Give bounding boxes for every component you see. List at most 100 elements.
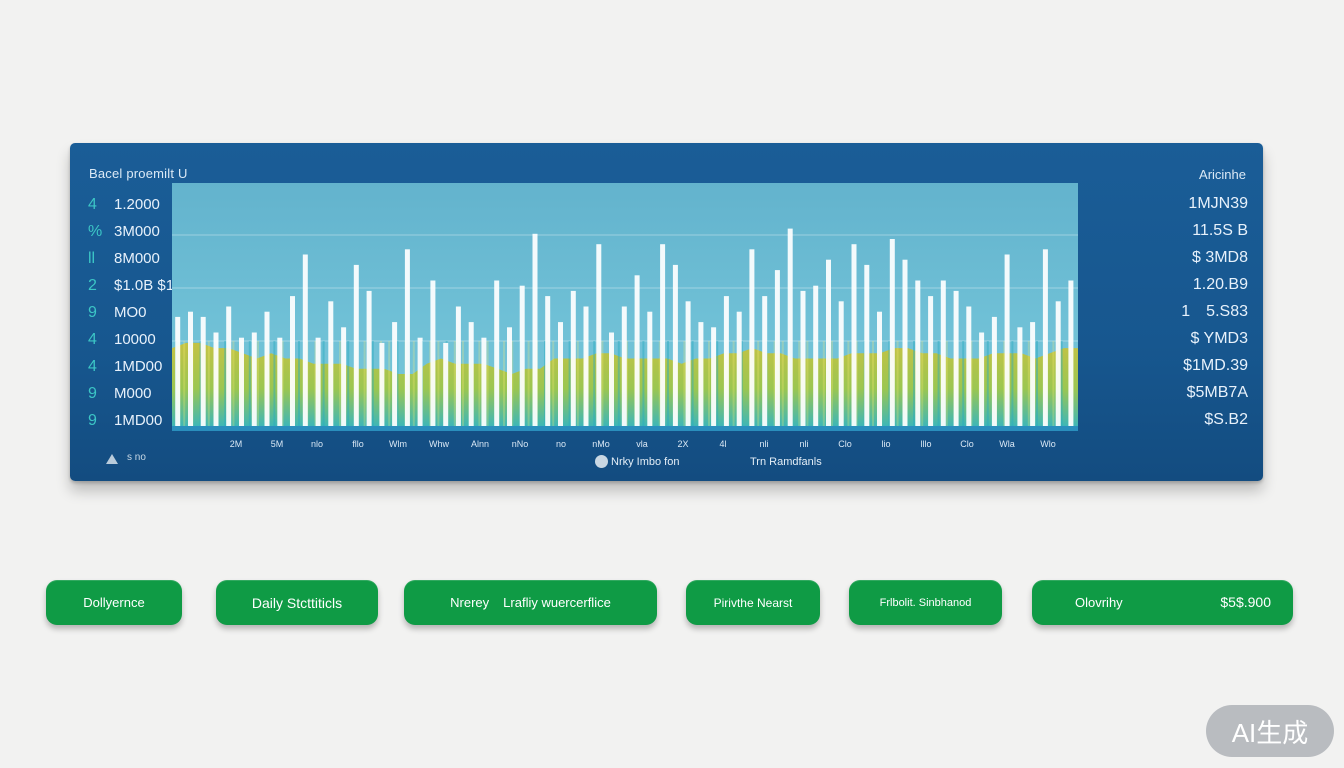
area-streak xyxy=(257,341,259,426)
button-sublabel: Lrafliy wuercerflice xyxy=(503,595,611,610)
x-tick-label: Alnn xyxy=(470,439,490,449)
bar xyxy=(698,322,704,426)
bar xyxy=(762,296,768,426)
x-tick-label: Wlo xyxy=(1040,439,1056,449)
left-axis-row: ll 8M000 xyxy=(84,248,184,275)
bar xyxy=(864,264,870,426)
bar xyxy=(940,280,946,426)
area-streak xyxy=(617,341,620,426)
left-axis-index: 4 xyxy=(88,358,97,375)
left-axis-index: 9 xyxy=(88,304,97,321)
bar xyxy=(290,296,295,426)
area-streak xyxy=(544,341,546,426)
daily-statistics-button[interactable]: Daily Stcttiticls xyxy=(216,580,378,625)
logo-icon xyxy=(106,454,118,464)
area-streak xyxy=(937,341,940,426)
bar xyxy=(200,316,206,426)
right-axis-title: Aricinhe xyxy=(1199,167,1246,182)
x-tick-label: 4l xyxy=(719,439,727,449)
button-label: Frlbolit. Sinbhanod xyxy=(879,596,972,609)
frlbolit-button[interactable]: Frlbolit. Sinbhanod xyxy=(849,580,1002,625)
area-streak xyxy=(527,341,530,426)
x-tick-label: Wlm xyxy=(389,439,407,449)
x-tick-label: vla xyxy=(636,439,648,449)
bar xyxy=(583,306,589,426)
left-axis-index: % xyxy=(88,223,103,240)
left-axis-index: 9 xyxy=(88,385,97,402)
pirivthe-nearst-button[interactable]: Pirivthe Nearst xyxy=(686,580,820,625)
olovrihy-button[interactable]: Olovrihy $5$.900 xyxy=(1032,580,1293,625)
bar xyxy=(813,285,819,426)
area-streak xyxy=(626,341,628,426)
bar xyxy=(213,332,219,426)
area-streak xyxy=(945,341,948,426)
left-axis-row: % 3M000 xyxy=(84,221,184,248)
dollyernce-button[interactable]: Dollyernce xyxy=(46,580,182,625)
bar xyxy=(392,322,398,426)
bar xyxy=(826,259,831,426)
area-streak xyxy=(199,341,202,426)
bar xyxy=(341,327,347,426)
plot-area xyxy=(172,183,1078,431)
bar xyxy=(570,290,576,426)
bar xyxy=(494,280,500,426)
right-axis-value: $ YMD3 xyxy=(1190,330,1248,347)
button-label: Dollyernce xyxy=(83,595,145,610)
bar xyxy=(1030,322,1036,426)
area-streak xyxy=(1060,341,1063,426)
x-tick-label: nMo xyxy=(592,439,610,449)
area-streak xyxy=(576,341,579,426)
bar xyxy=(1004,254,1010,426)
bar xyxy=(915,280,921,426)
right-axis-value: 1MJN39 xyxy=(1188,195,1248,212)
bar xyxy=(672,264,678,426)
left-axis-row: 9 1MD00 xyxy=(84,410,184,437)
bar xyxy=(902,259,908,426)
left-axis-value: 1MD00 xyxy=(114,358,163,375)
area-streak xyxy=(872,341,874,426)
x-tick-label: lio xyxy=(881,439,891,449)
bar xyxy=(379,342,385,426)
legend-item: Nrky Imbo fon xyxy=(611,456,680,468)
bar xyxy=(1068,280,1074,426)
area-streak xyxy=(412,341,415,426)
bar xyxy=(226,306,232,426)
bar xyxy=(1042,249,1048,426)
left-axis-row: 9 M000 xyxy=(84,383,184,410)
area-streak xyxy=(921,341,924,426)
bar xyxy=(596,244,602,426)
area-streak xyxy=(1027,341,1030,426)
bar xyxy=(991,316,997,426)
area-streak xyxy=(1003,341,1006,426)
bar xyxy=(711,327,717,426)
nrerey-button[interactable]: Nrerey Lrafliy wuercerflice xyxy=(404,580,657,625)
bar xyxy=(417,337,423,426)
area-streak xyxy=(642,341,645,426)
bar xyxy=(953,290,959,426)
bar xyxy=(302,254,308,426)
x-tick-label: nli xyxy=(759,439,769,449)
bar xyxy=(264,311,270,426)
area-streak xyxy=(757,341,760,426)
logo-text: s no xyxy=(127,452,146,463)
bar xyxy=(507,327,512,426)
x-tick-label: Wla xyxy=(999,439,1015,449)
left-axis-value: 10000 xyxy=(114,331,156,348)
x-tick-label: nNo xyxy=(511,439,529,449)
bar xyxy=(621,306,627,426)
area-streak xyxy=(437,341,440,426)
bar xyxy=(404,249,410,426)
right-axis-value: 1.20.B9 xyxy=(1192,276,1248,293)
bar xyxy=(443,342,449,426)
area-streak xyxy=(511,341,514,426)
area-streak xyxy=(962,341,965,426)
right-axis-value: $ 3MD8 xyxy=(1191,249,1248,266)
area-streak xyxy=(740,341,743,426)
bar xyxy=(455,306,461,426)
bar xyxy=(774,270,780,426)
area-streak xyxy=(453,341,456,426)
bar xyxy=(800,290,806,426)
bar xyxy=(545,296,551,426)
area-streak xyxy=(339,341,341,426)
left-axis-row: 4 1MD00 xyxy=(84,356,184,383)
